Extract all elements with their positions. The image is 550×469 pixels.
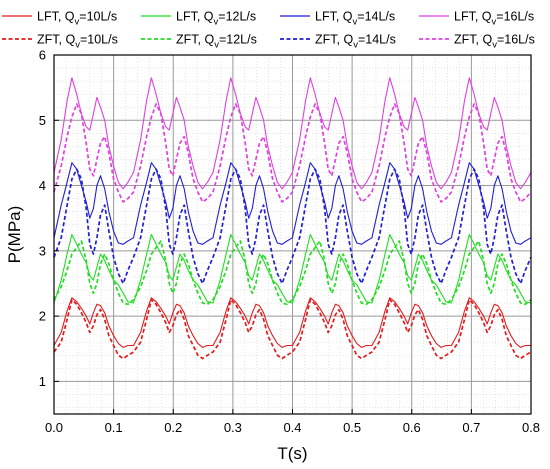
legend-label: LFT, Qv=12L/s (176, 10, 256, 28)
y-tick-label: 3 (39, 243, 46, 258)
legend-item-zft-4: ZFT, Qv=16L/s (419, 33, 535, 51)
x-tick-label: 0.4 (283, 420, 301, 435)
series-line-lft-1 (53, 297, 531, 348)
legend: LFT, Qv=10L/s LFT, Qv=12L/s LFT, Qv=14L/s L… (2, 10, 535, 51)
series-line-lft-2 (53, 233, 532, 304)
x-tick-label: 0.8 (522, 420, 540, 435)
series-layer (53, 77, 532, 360)
series-line-zft-4 (53, 103, 532, 203)
y-axis-title: P(MPa) (5, 206, 24, 264)
legend-item-zft-2: ZFT, Qv=12L/s (141, 33, 257, 51)
series-line-zft-1 (53, 298, 532, 360)
x-tick-label: 0.0 (45, 420, 63, 435)
y-tick-label: 6 (39, 48, 46, 63)
x-tick-label: 0.1 (105, 420, 123, 435)
y-tick-label: 1 (39, 374, 46, 389)
series-line-zft-2 (53, 240, 532, 306)
legend-item-lft-1: LFT, Qv=10L/s (2, 10, 117, 28)
legend-label: ZFT, Qv=14L/s (315, 33, 396, 51)
series-line-lft-3 (53, 162, 532, 245)
legend-label: ZFT, Qv=12L/s (176, 33, 257, 51)
series-line-lft-4 (53, 77, 532, 190)
legend-label: LFT, Qv=10L/s (37, 10, 117, 28)
x-tick-label: 0.3 (224, 420, 242, 435)
legend-label: ZFT, Qv=16L/s (454, 33, 535, 51)
y-tick-label: 5 (39, 113, 46, 128)
legend-label: ZFT, Qv=10L/s (37, 33, 118, 51)
legend-label: LFT, Qv=14L/s (315, 10, 395, 28)
legend-item-zft-3: ZFT, Qv=14L/s (280, 33, 396, 51)
x-tick-label: 0.7 (462, 420, 480, 435)
x-tick-label: 0.5 (343, 420, 361, 435)
legend-item-zft-1: ZFT, Qv=10L/s (2, 33, 118, 51)
legend-item-lft-4: LFT, Qv=16L/s (419, 10, 534, 28)
y-tick-label: 4 (39, 178, 46, 193)
x-axis: 0.0 0.1 0.2 0.3 0.4 0.5 0.6 0.7 0.8 (45, 409, 540, 435)
y-tick-label: 2 (39, 309, 46, 324)
legend-item-lft-2: LFT, Qv=12L/s (141, 10, 256, 28)
series-line-zft-3 (53, 168, 532, 285)
x-tick-label: 0.2 (164, 420, 182, 435)
x-axis-title: T(s) (277, 444, 307, 463)
legend-label: LFT, Qv=16L/s (454, 10, 534, 28)
y-axis: 1 2 3 4 5 6 (39, 48, 59, 389)
legend-item-lft-3: LFT, Qv=14L/s (280, 10, 395, 28)
x-tick-label: 0.6 (403, 420, 421, 435)
